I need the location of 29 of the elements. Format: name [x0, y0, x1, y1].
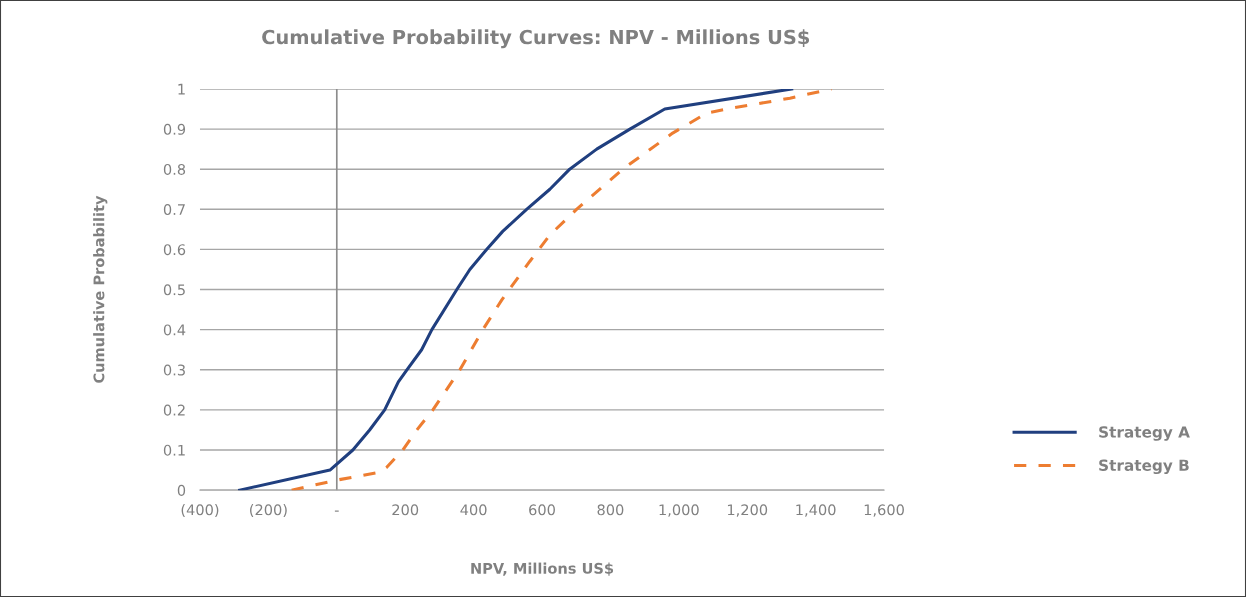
- y-tick-label: 0.8: [163, 163, 186, 175]
- x-tick-label: 600: [529, 504, 555, 516]
- y-tick-label: 0.9: [163, 123, 186, 135]
- x-tick-label: 200: [392, 504, 419, 516]
- y-tick-label: 0.7: [163, 204, 185, 216]
- chart-title: Cumulative Probability Curves: NPV - Millions US$: [262, 29, 810, 49]
- x-tick-label: 1,200: [727, 504, 768, 517]
- x-tick-label: 1,000: [659, 504, 699, 517]
- x-tick-label: 800: [597, 504, 624, 516]
- y-tick-label: 0: [177, 484, 186, 496]
- x-tick-label: (200): [250, 504, 287, 518]
- x-tick-label: 1,400: [796, 504, 836, 517]
- x-axis-title: NPV, Millions US$: [471, 562, 614, 576]
- x-tick-label: (400): [181, 504, 219, 518]
- y-tick-label: 0.1: [163, 444, 185, 456]
- y-tick-label: 1: [178, 83, 185, 95]
- y-axis-title: Cumulative Probability: [93, 195, 108, 383]
- y-tick-label: 0.6: [163, 244, 186, 256]
- x-tick-label: 400: [460, 504, 487, 516]
- x-tick-label: -: [334, 510, 339, 512]
- y-tick-label: 0.3: [163, 364, 185, 376]
- y-tick-label: 0.4: [163, 324, 186, 336]
- line-series: [238, 88, 794, 491]
- legend-label: Strategy A: [1099, 426, 1190, 441]
- y-tick-label: 0.5: [163, 284, 185, 296]
- x-tick-label: 1,600: [864, 504, 904, 517]
- line-series: [290, 88, 834, 491]
- legend-label: Strategy B: [1099, 459, 1189, 475]
- y-tick-label: 0.2: [163, 404, 185, 416]
